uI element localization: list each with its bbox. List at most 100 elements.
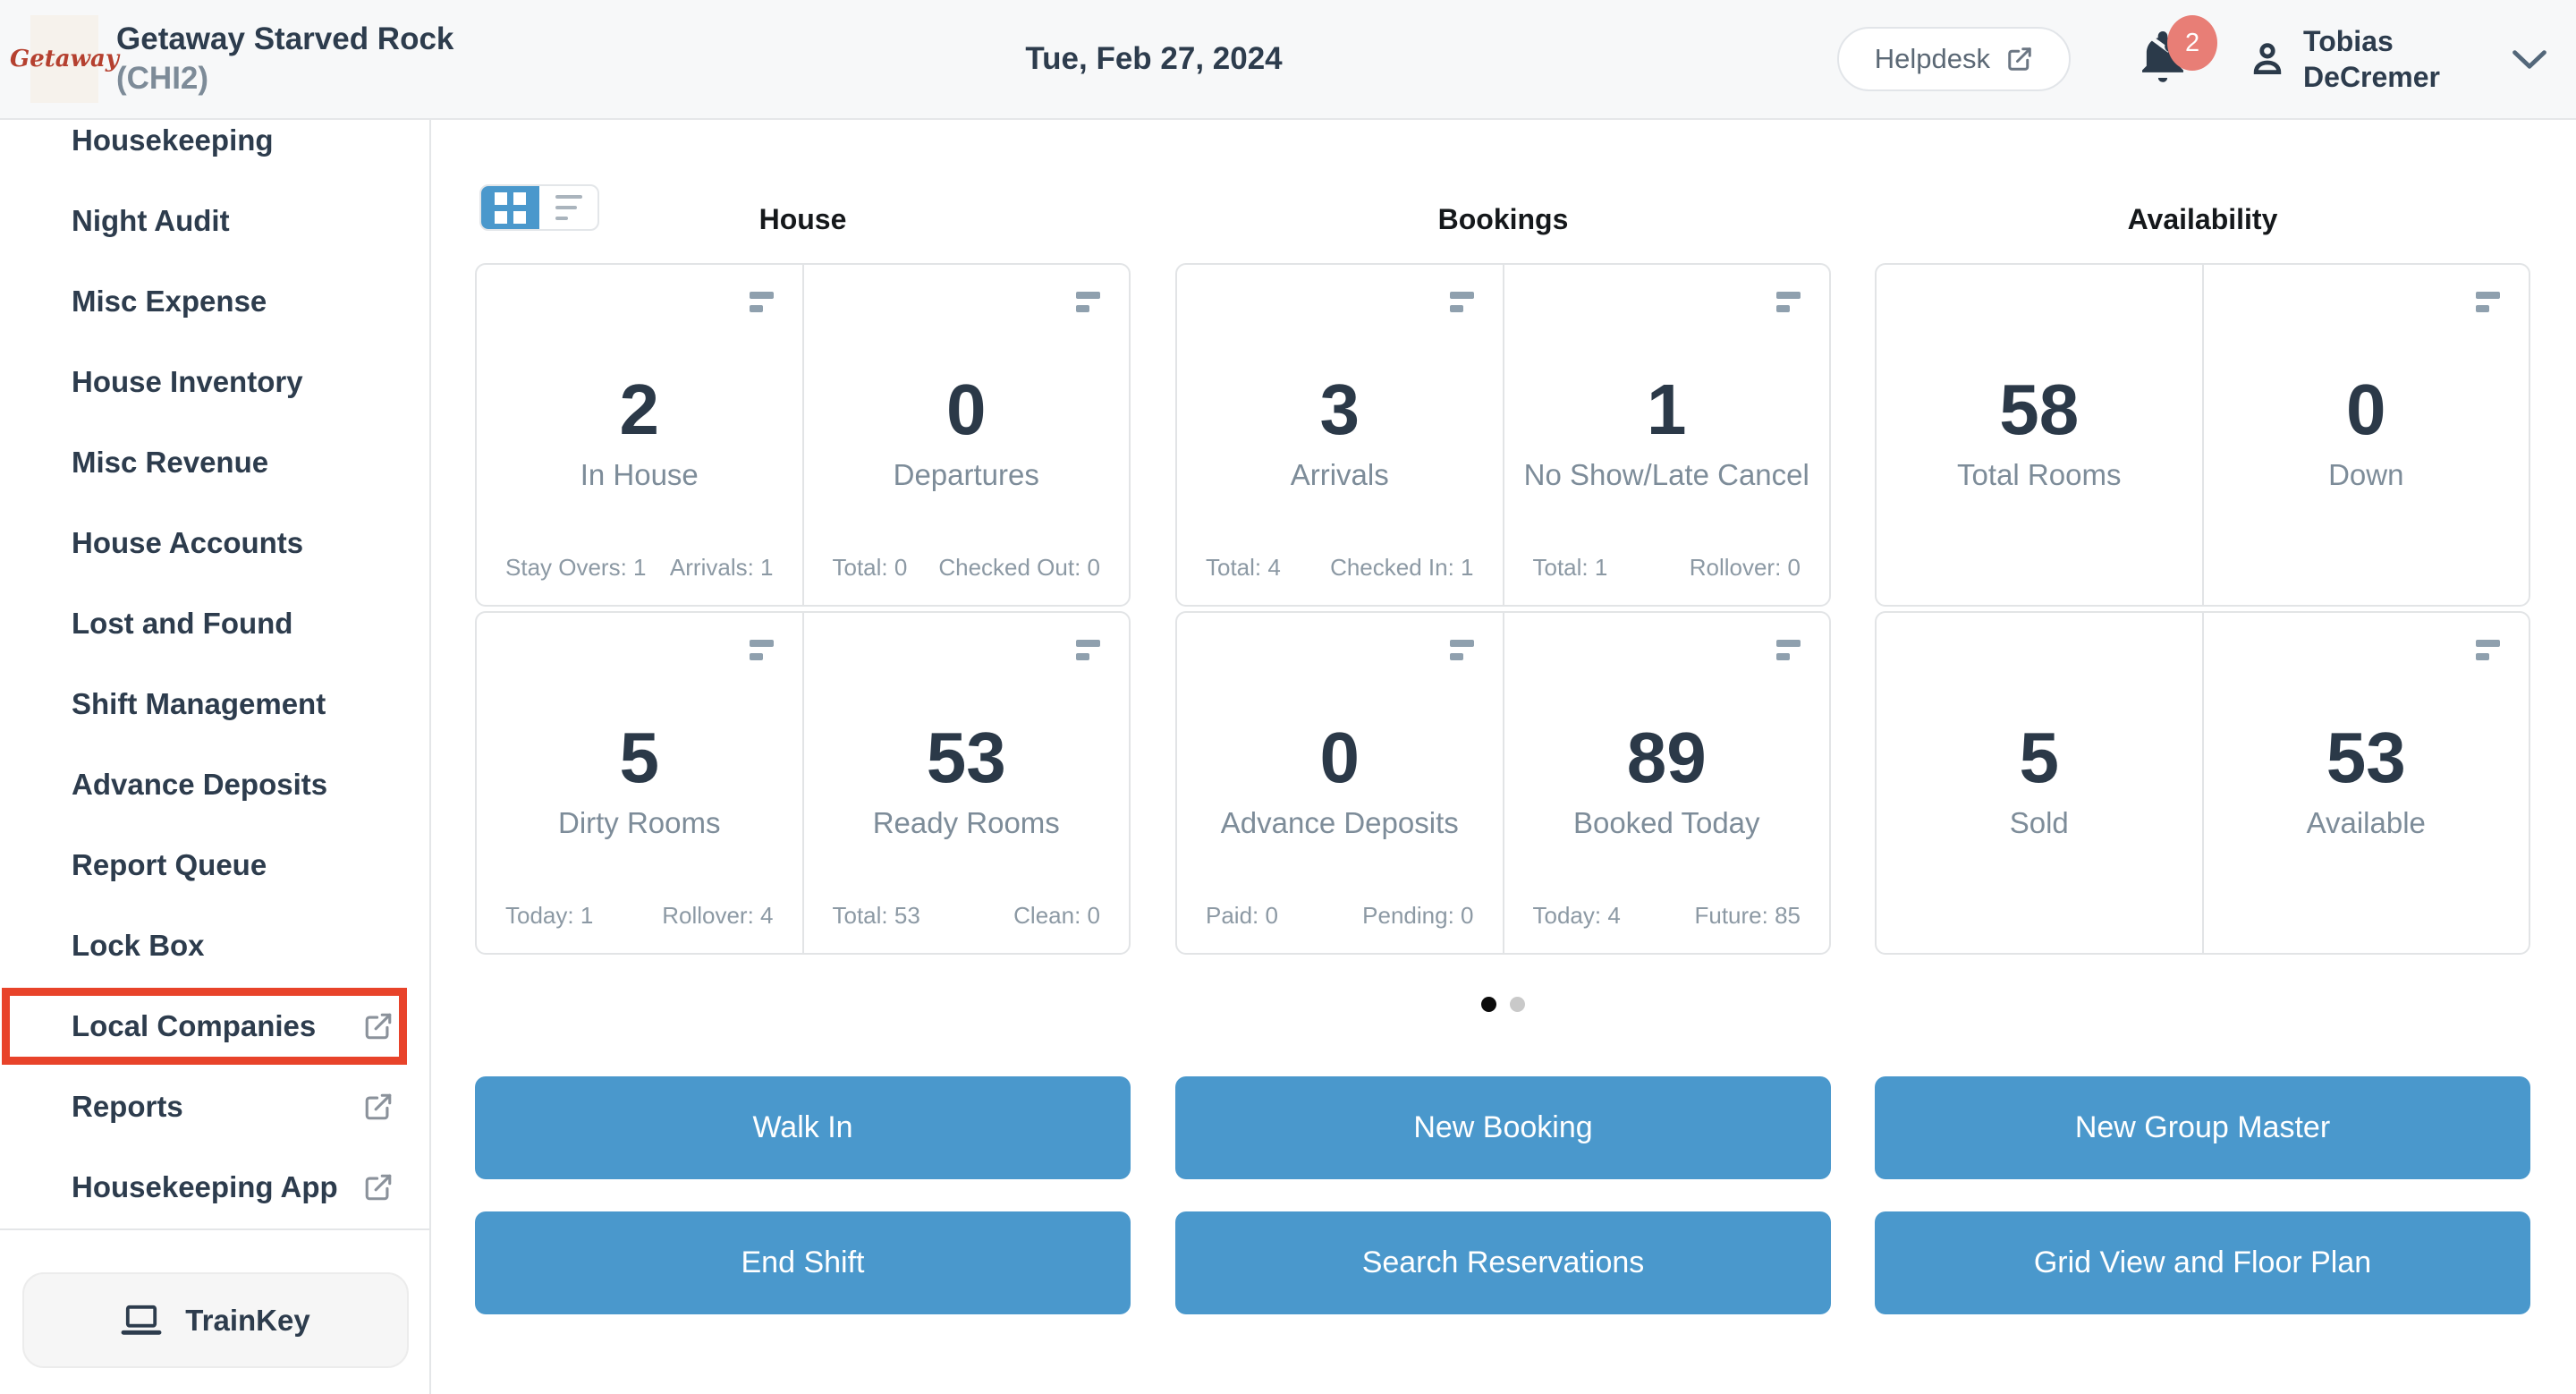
external-link-icon	[2006, 46, 2033, 72]
notification-count-badge: 2	[2167, 15, 2218, 71]
stat-value: 89	[1626, 718, 1707, 797]
bookings-card-row-bottom: 0 Advance Deposits Paid: 0 Pending: 0 89…	[1175, 611, 1831, 955]
card-menu-icon[interactable]	[749, 292, 774, 312]
sidebar-nav-list: Housekeeping Night Audit Misc Expense Ho…	[0, 120, 429, 1208]
pagination-dot[interactable]	[1510, 997, 1525, 1012]
sidebar-item-housekeeping-app[interactable]: Housekeeping App	[0, 1167, 429, 1208]
helpdesk-button[interactable]: Helpdesk	[1836, 27, 2072, 91]
card-menu-icon[interactable]	[1776, 292, 1801, 312]
sidebar-item-label: Shift Management	[72, 687, 326, 720]
stat-label: Total Rooms	[1957, 458, 2122, 491]
chevron-down-icon[interactable]	[2510, 46, 2549, 72]
pagination-dot-active[interactable]	[1481, 997, 1496, 1012]
stat-footer: Today: 4 Future: 85	[1533, 902, 1801, 930]
card-menu-icon[interactable]	[749, 640, 774, 660]
stat-label: In House	[580, 458, 699, 491]
user-first-name: Tobias	[2303, 25, 2394, 57]
stat-left: Today: 1	[505, 902, 594, 929]
stat-footer: Total: 4 Checked In: 1	[1206, 554, 1474, 582]
stat-card-no-show: 1 No Show/Late Cancel Total: 1 Rollover:…	[1502, 265, 1830, 605]
new-booking-button[interactable]: New Booking	[1175, 1076, 1831, 1179]
stat-value: 3	[1319, 370, 1360, 449]
sidebar-item-label: Misc Expense	[72, 285, 267, 318]
getaway-logo-text: Getaway	[10, 46, 119, 72]
stat-left: Stay Overs: 1	[505, 554, 647, 581]
sidebar-item-local-companies[interactable]: Local Companies	[0, 988, 429, 1065]
sidebar-item-advance-deposits[interactable]: Advance Deposits	[0, 764, 429, 805]
user-icon	[2253, 43, 2282, 75]
card-menu-icon[interactable]	[1776, 640, 1801, 660]
stat-label: Advance Deposits	[1220, 806, 1459, 839]
dashboard-main: House Bookings Availability 2 In House S…	[431, 120, 2576, 1394]
sidebar-item-house-accounts[interactable]: House Accounts	[0, 523, 429, 564]
stat-label: Departures	[893, 458, 1039, 491]
end-shift-button[interactable]: End Shift	[475, 1211, 1131, 1314]
stat-card-available: 53 Available	[2201, 613, 2529, 953]
notification-bell[interactable]: 2	[2137, 15, 2218, 90]
stat-right: Checked Out: 0	[938, 554, 1100, 581]
business-date: Tue, Feb 27, 2024	[1025, 41, 1283, 76]
header-controls: Helpdesk 2	[1836, 0, 2549, 118]
sidebar-item-label: Lost and Found	[72, 607, 293, 640]
user-menu[interactable]: Tobias DeCremer	[2248, 23, 2440, 95]
grid-view-button[interactable]	[481, 186, 539, 229]
sidebar-item-night-audit[interactable]: Night Audit	[0, 200, 429, 242]
sidebar-item-lost-and-found[interactable]: Lost and Found	[0, 603, 429, 644]
sidebar-item-label: House Accounts	[72, 526, 304, 559]
stat-value: 0	[2346, 370, 2386, 449]
stat-left: Total: 1	[1532, 554, 1608, 581]
trainkey-button[interactable]: TrainKey	[22, 1272, 409, 1368]
bookings-card-row-top: 3 Arrivals Total: 4 Checked In: 1 1 No S…	[1175, 263, 1831, 607]
card-menu-icon[interactable]	[1449, 292, 1474, 312]
grid-view-floor-plan-button[interactable]: Grid View and Floor Plan	[1875, 1211, 2530, 1314]
stat-value: 53	[2326, 718, 2406, 797]
stat-left: Today: 4	[1532, 902, 1621, 929]
sidebar-item-house-inventory[interactable]: House Inventory	[0, 361, 429, 403]
external-link-icon	[363, 1092, 394, 1122]
card-menu-icon[interactable]	[1076, 292, 1100, 312]
sidebar-item-label: Reports	[72, 1090, 183, 1123]
sidebar-item-misc-expense[interactable]: Misc Expense	[0, 281, 429, 322]
stat-card-arrivals: 3 Arrivals Total: 4 Checked In: 1	[1177, 265, 1503, 605]
stat-label: Available	[2306, 806, 2426, 839]
view-toggle	[479, 184, 599, 231]
stat-right: Clean: 0	[1013, 902, 1100, 929]
card-menu-icon[interactable]	[1449, 640, 1474, 660]
stat-value: 53	[926, 718, 1006, 797]
card-menu-icon[interactable]	[2476, 292, 2500, 312]
helpdesk-label: Helpdesk	[1874, 43, 1991, 74]
sidebar-item-shift-management[interactable]: Shift Management	[0, 684, 429, 725]
sidebar-item-reports[interactable]: Reports	[0, 1086, 429, 1127]
sidebar-item-report-queue[interactable]: Report Queue	[0, 845, 429, 886]
laptop-icon	[121, 1305, 162, 1335]
stat-label: Dirty Rooms	[557, 806, 721, 839]
sidebar-item-label: Misc Revenue	[72, 446, 269, 479]
top-header: Getaway Getaway Starved Rock (CHI2) Tue,…	[0, 0, 2576, 120]
user-last-name: DeCremer	[2303, 61, 2440, 93]
sidebar-item-label: Local Companies	[72, 1009, 317, 1042]
property-code: (CHI2)	[116, 61, 209, 96]
stat-right: Checked In: 1	[1330, 554, 1474, 581]
stat-footer: Total: 53 Clean: 0	[833, 902, 1101, 930]
stat-card-advance-deposits: 0 Advance Deposits Paid: 0 Pending: 0	[1177, 613, 1503, 953]
sidebar-item-lock-box[interactable]: Lock Box	[0, 925, 429, 966]
house-card-row-bottom: 5 Dirty Rooms Today: 1 Rollover: 4 53 Re…	[475, 611, 1131, 955]
stat-left: Total: 4	[1206, 554, 1281, 581]
sidebar-nav: Housekeeping Night Audit Misc Expense Ho…	[0, 120, 431, 1394]
stat-card-total-rooms: 58 Total Rooms	[1877, 265, 2202, 605]
search-reservations-button[interactable]: Search Reservations	[1175, 1211, 1831, 1314]
new-group-master-button[interactable]: New Group Master	[1875, 1076, 2530, 1179]
stat-right: Arrivals: 1	[669, 554, 774, 581]
sidebar-item-misc-revenue[interactable]: Misc Revenue	[0, 442, 429, 483]
list-view-button[interactable]	[539, 186, 597, 229]
walk-in-button[interactable]: Walk In	[475, 1076, 1131, 1179]
card-menu-icon[interactable]	[1076, 640, 1100, 660]
stat-right: Pending: 0	[1362, 902, 1474, 929]
sidebar-item-label: Lock Box	[72, 929, 205, 962]
sidebar-item-housekeeping[interactable]: Housekeeping	[0, 120, 429, 161]
sidebar-item-label: Report Queue	[72, 848, 267, 881]
stat-footer: Paid: 0 Pending: 0	[1206, 902, 1474, 930]
card-menu-icon[interactable]	[2476, 640, 2500, 660]
sidebar-footer: TrainKey	[0, 1228, 429, 1394]
